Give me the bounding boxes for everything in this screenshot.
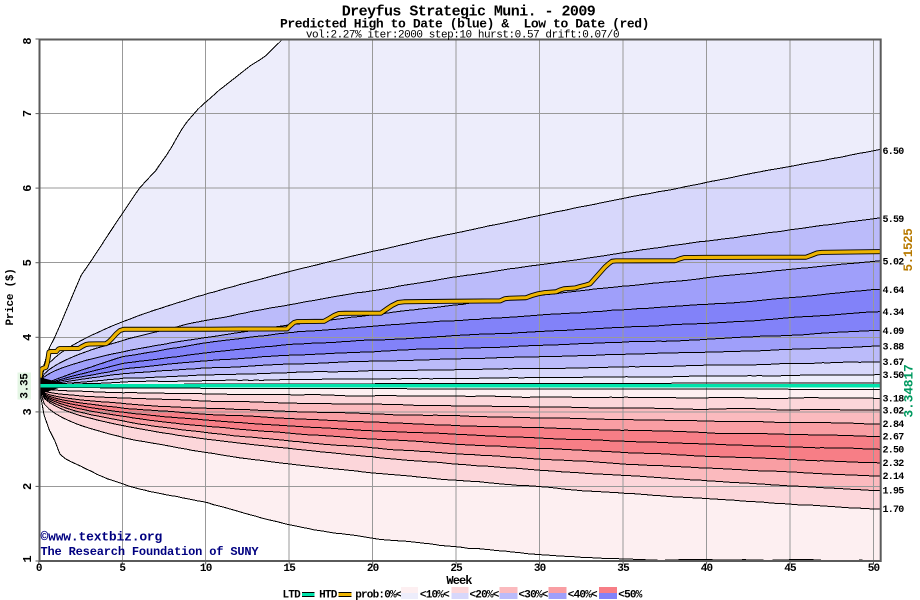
svg-text:3: 3 (21, 408, 35, 415)
svg-text:4: 4 (21, 334, 35, 341)
svg-text:10: 10 (200, 563, 212, 575)
svg-text:<20%<: <20%< (470, 589, 500, 600)
svg-text:Week: Week (446, 574, 472, 588)
svg-text:©www.textbiz.org: ©www.textbiz.org (41, 530, 163, 545)
svg-text:Predicted High to Date (blue): Predicted High to Date (blue) & Low to D… (280, 17, 649, 32)
svg-text:6: 6 (21, 185, 35, 192)
svg-text:1.70: 1.70 (883, 505, 905, 516)
svg-text:2: 2 (21, 483, 35, 490)
svg-text:<40%<: <40%< (568, 589, 598, 600)
svg-text:vol:2.27% iter:2000 step:10 hu: vol:2.27% iter:2000 step:10 hurst:0.57 d… (306, 30, 619, 42)
svg-text:3.02: 3.02 (883, 407, 905, 418)
svg-text:50: 50 (868, 563, 880, 575)
svg-text:5: 5 (21, 259, 35, 266)
svg-text:3.18: 3.18 (883, 395, 905, 406)
svg-text:3.88: 3.88 (883, 342, 905, 353)
svg-text:2.32: 2.32 (883, 459, 905, 470)
svg-text:2.14: 2.14 (883, 472, 905, 483)
svg-text:<10%<: <10%< (420, 589, 450, 600)
svg-text:LTD: LTD (283, 589, 302, 600)
svg-text:HTD: HTD (319, 589, 338, 600)
svg-text:15: 15 (283, 563, 296, 575)
svg-text:3.34817: 3.34817 (902, 364, 917, 417)
svg-text:2.84: 2.84 (883, 420, 905, 431)
svg-text:4.34: 4.34 (883, 308, 905, 319)
svg-text:1.95: 1.95 (883, 486, 905, 497)
svg-text:The Research Foundation of SUN: The Research Foundation of SUNY (41, 545, 260, 559)
svg-text:40: 40 (701, 563, 713, 575)
svg-text:1: 1 (21, 555, 35, 562)
svg-text:35: 35 (617, 563, 630, 575)
svg-text:20: 20 (367, 563, 379, 575)
svg-text:6.50: 6.50 (883, 147, 905, 158)
svg-text:4.64: 4.64 (883, 286, 905, 297)
svg-text:5.1525: 5.1525 (902, 229, 916, 272)
svg-text:0: 0 (36, 563, 42, 575)
svg-text:5.02: 5.02 (883, 257, 905, 268)
svg-text:<50%: <50% (618, 589, 642, 600)
svg-text:25: 25 (450, 563, 463, 575)
svg-text:5: 5 (119, 563, 126, 575)
svg-text:4.09: 4.09 (883, 327, 905, 338)
svg-text:3.67: 3.67 (883, 358, 905, 369)
svg-text:5.59: 5.59 (883, 215, 905, 226)
svg-text:<30%<: <30%< (519, 589, 549, 600)
svg-text:7: 7 (21, 110, 35, 117)
svg-text:prob:0%<: prob:0%< (355, 589, 403, 600)
svg-text:Price ($): Price ($) (5, 269, 17, 326)
svg-text:3.35: 3.35 (20, 373, 32, 399)
svg-text:45: 45 (784, 563, 797, 575)
svg-text:2.50: 2.50 (883, 445, 905, 456)
svg-text:8: 8 (21, 37, 35, 44)
svg-text:30: 30 (534, 563, 546, 575)
svg-text:3.50: 3.50 (883, 371, 905, 382)
svg-text:2.67: 2.67 (883, 433, 905, 444)
svg-text:Dreyfus Strategic Muni. - 2009: Dreyfus Strategic Muni. - 2009 (342, 4, 596, 21)
